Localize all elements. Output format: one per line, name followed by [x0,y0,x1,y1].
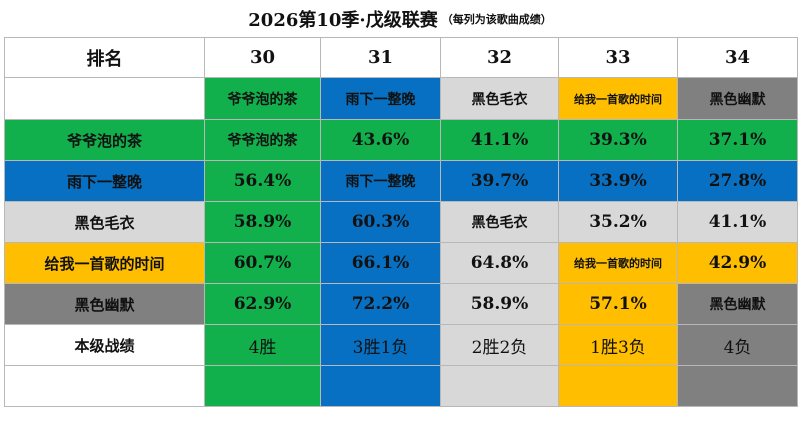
song-cell: 黑色幽默 [677,77,798,120]
result-cell: 41.1% [677,201,798,243]
header-cell: 32 [440,37,559,78]
table-row: 黑色幽默 62.9% 72.2% 58.9% 57.1% 黑色幽默 [4,283,798,325]
result-cell: 60.3% [320,201,441,243]
row-label: 爷爷泡的茶 [4,119,205,161]
result-cell: 56.4% [204,160,321,202]
song-cell: 黑色毛衣 [440,77,559,120]
result-cell: 黑色毛衣 [440,201,559,243]
result-cell: 42.9% [677,242,798,284]
row-label: 雨下一整晚 [4,160,205,202]
result-cell: 39.7% [440,160,559,202]
color-cell [204,365,321,407]
row-label: 本级战绩 [4,324,205,366]
color-cell [320,365,441,407]
header-cell: 30 [204,37,321,78]
song-cell: 雨下一整晚 [320,77,441,120]
title: 2026第10季·戊级联赛 [248,9,438,31]
result-cell: 62.9% [204,283,321,325]
row-label: 黑色毛衣 [4,201,205,243]
row-label: 给我一首歌的时间 [4,242,205,284]
color-cell [677,365,798,407]
result-cell: 黑色幽默 [677,283,798,325]
color-cell [440,365,559,407]
song-cell: 给我一首歌的时间 [558,77,678,120]
table-row: 排名 30 31 32 33 34 [4,37,798,78]
row-label: 黑色幽默 [4,283,205,325]
result-cell: 2胜2负 [440,324,559,366]
result-cell: 64.8% [440,242,559,284]
result-cell: 爷爷泡的茶 [204,119,321,161]
result-cell: 3胜1负 [320,324,441,366]
result-cell: 27.8% [677,160,798,202]
result-cell: 39.3% [558,119,678,161]
result-cell: 66.1% [320,242,441,284]
color-cell [4,365,205,407]
table-row: 黑色毛衣 58.9% 60.3% 黑色毛衣 35.2% 41.1% [4,201,798,243]
result-cell: 4负 [677,324,798,366]
table-row [4,365,798,407]
result-cell: 58.9% [204,201,321,243]
result-cell: 58.9% [440,283,559,325]
header-cell: 31 [320,37,441,78]
result-cell: 41.1% [440,119,559,161]
result-cell: 4胜 [204,324,321,366]
standings-table: 排名 30 31 32 33 34 爷爷泡的茶 雨下一整晚 黑色毛衣 给我一首歌的时间 黑色幽默 爷爷… [4,37,798,407]
blank-cell [4,77,205,120]
result-cell: 给我一首歌的时间 [558,242,678,284]
table-row: 爷爷泡的茶 雨下一整晚 黑色毛衣 给我一首歌的时间 黑色幽默 [4,77,798,120]
color-cell [558,365,678,407]
table-row: 雨下一整晚 56.4% 雨下一整晚 39.7% 33.9% 27.8% [4,160,798,202]
result-cell: 37.1% [677,119,798,161]
title-bar: 2026第10季·戊级联赛 （每列为该歌曲成绩） [0,0,800,37]
result-cell: 72.2% [320,283,441,325]
result-cell: 60.7% [204,242,321,284]
header-cell: 34 [677,37,798,78]
table-row: 本级战绩 4胜 3胜1负 2胜2负 1胜3负 4负 [4,324,798,366]
subtitle: （每列为该歌曲成绩） [441,12,552,26]
result-cell: 33.9% [558,160,678,202]
table-row: 爷爷泡的茶 爷爷泡的茶 43.6% 41.1% 39.3% 37.1% [4,119,798,161]
result-cell: 1胜3负 [558,324,678,366]
result-cell: 43.6% [320,119,441,161]
header-cell: 33 [558,37,678,78]
result-cell: 57.1% [558,283,678,325]
result-cell: 35.2% [558,201,678,243]
header-cell: 排名 [4,37,205,78]
song-cell: 爷爷泡的茶 [204,77,321,120]
table-row: 给我一首歌的时间 60.7% 66.1% 64.8% 给我一首歌的时间 42.9% [4,242,798,284]
result-cell: 雨下一整晚 [320,160,441,202]
